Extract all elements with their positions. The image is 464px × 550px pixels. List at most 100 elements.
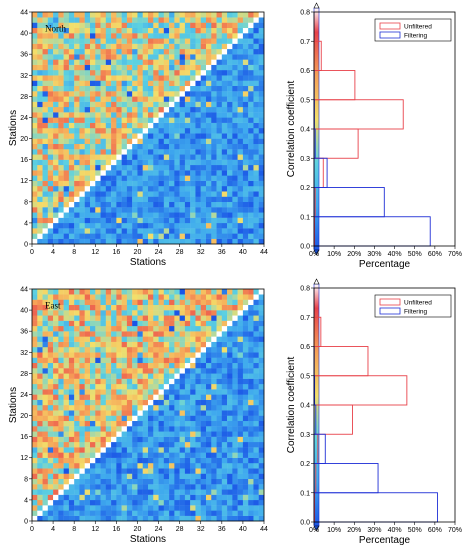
heatmap-cell: [179, 59, 186, 65]
heatmap-cell: [121, 128, 128, 134]
heatmap-cell: [221, 478, 228, 485]
heatmap-cell: [163, 133, 170, 139]
x-tick-label: 8: [72, 249, 76, 256]
heatmap-cell: [221, 378, 228, 385]
y-tick-label: 0.3: [300, 432, 310, 439]
heatmap-cell: [105, 499, 112, 506]
heatmap-cell: [63, 436, 70, 443]
heatmap-cell: [100, 54, 107, 60]
heatmap-cell: [248, 64, 254, 71]
heatmap-cell: [126, 196, 133, 203]
heatmap-cell: [174, 362, 180, 369]
heatmap-cell: [200, 357, 207, 364]
heatmap-cell: [58, 170, 64, 176]
heatmap-cell: [258, 405, 265, 411]
heatmap-cell: [42, 499, 49, 506]
heatmap-cell: [227, 117, 233, 123]
heatmap-cell: [179, 143, 186, 150]
heatmap-cell: [90, 27, 96, 34]
heatmap-cell: [153, 70, 159, 76]
heatmap-cell: [42, 22, 49, 29]
heatmap-cell: [90, 17, 96, 23]
heatmap-cell: [79, 489, 85, 495]
heatmap-cell: [126, 175, 133, 181]
heatmap-cell: [142, 207, 149, 213]
heatmap-cell: [158, 378, 165, 385]
heatmap-cell: [237, 341, 244, 348]
heatmap-cell: [100, 441, 107, 448]
heatmap-cell: [211, 186, 217, 192]
heatmap-cell: [105, 457, 112, 464]
heatmap-cell: [174, 383, 180, 390]
heatmap-cell: [90, 117, 96, 123]
heatmap-cell: [190, 505, 196, 511]
heatmap-cell: [68, 294, 75, 300]
heatmap-cell: [68, 175, 75, 181]
heatmap-cell: [47, 289, 54, 295]
heatmap-cell: [163, 207, 170, 213]
heatmap-cell: [121, 207, 128, 213]
heatmap-cell: [232, 96, 238, 102]
heatmap-cell-diagonal: [163, 106, 170, 113]
heatmap-cell: [100, 38, 107, 44]
heatmap-cell: [63, 304, 70, 311]
heatmap-cell: [179, 196, 186, 203]
heatmap-cell: [74, 499, 80, 506]
heatmap-cell: [163, 357, 170, 364]
heatmap-cell: [206, 54, 212, 60]
heatmap-cell: [47, 64, 54, 71]
heatmap-cell: [68, 357, 75, 364]
heatmap-cell: [242, 389, 249, 395]
heatmap-cell-diagonal: [232, 315, 238, 321]
heatmap-cell: [53, 228, 59, 234]
x-tick-label: 0%: [309, 251, 319, 258]
heatmap-cell: [216, 452, 223, 458]
heatmap-cell: [137, 415, 143, 422]
heatmap-cell: [253, 289, 259, 295]
heatmap-cell: [184, 373, 191, 379]
x-tick-label: 10%: [327, 251, 341, 258]
heatmap-cell: [206, 201, 212, 208]
heatmap-cell: [158, 410, 165, 416]
heatmap-cell: [84, 447, 91, 453]
heatmap-cell: [153, 149, 159, 155]
heatmap-cell: [63, 80, 70, 87]
heatmap-cell: [248, 85, 254, 92]
heatmap-cell: [216, 186, 223, 192]
heatmap-cell: [195, 143, 201, 150]
heatmap-cell: [153, 399, 159, 406]
heatmap-cell: [248, 399, 254, 406]
heatmap-cell: [253, 441, 259, 448]
heatmap-cell: [195, 341, 201, 348]
heatmap-cell: [68, 133, 75, 139]
heatmap-cell: [126, 415, 133, 422]
heatmap-cell: [237, 17, 244, 23]
heatmap-cell: [190, 186, 196, 192]
heatmap-cell: [153, 143, 159, 150]
heatmap-cell: [248, 352, 254, 358]
heatmap-cell: [132, 48, 138, 55]
heatmap-cell: [58, 368, 64, 374]
heatmap-cell: [211, 489, 217, 495]
heatmap-cell: [84, 431, 91, 437]
heatmap-cell: [116, 22, 122, 29]
heatmap-cell: [232, 64, 238, 71]
heatmap-cell: [95, 473, 101, 480]
y-tick-label: 0.0: [300, 520, 310, 527]
heatmap-cell: [142, 410, 149, 416]
heatmap-cell: [126, 494, 133, 501]
heatmap-cell: [47, 399, 54, 406]
heatmap-cell: [53, 463, 59, 469]
heatmap-cell: [90, 473, 96, 480]
heatmap-cell: [237, 207, 244, 213]
heatmap-cell: [148, 101, 154, 108]
heatmap-cell: [184, 325, 191, 332]
heatmap-cell: [216, 347, 223, 353]
heatmap-cell: [211, 494, 217, 501]
heatmap-cell: [63, 117, 70, 123]
y-tick-label: 20: [20, 136, 28, 143]
heatmap-cell: [200, 112, 207, 118]
heatmap-cell: [232, 373, 238, 379]
heatmap-cell: [132, 80, 138, 87]
heatmap-cell: [179, 80, 186, 87]
